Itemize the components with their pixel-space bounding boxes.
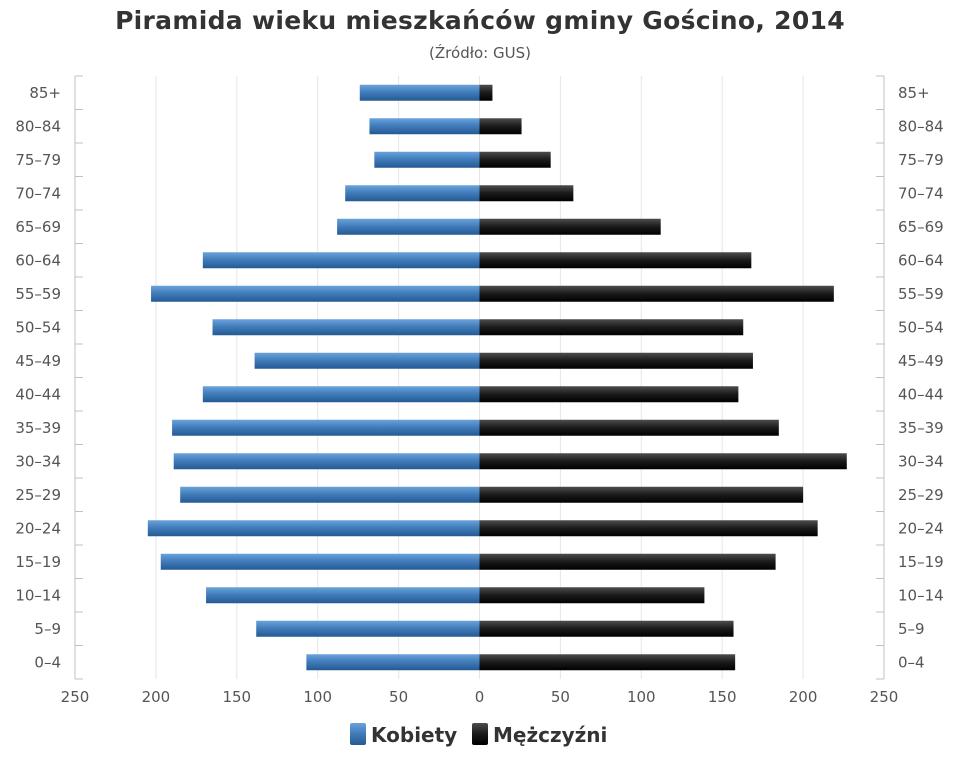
bar-kobiety <box>369 118 480 135</box>
legend-label-kobiety[interactable]: Kobiety <box>371 723 457 747</box>
category-label-left: 10–14 <box>15 586 61 604</box>
category-label-right: 40–44 <box>898 385 944 403</box>
category-label-right: 45–49 <box>898 352 944 370</box>
bar-kobiety <box>337 218 480 235</box>
bar-mezczyzni <box>479 218 661 235</box>
category-label-left: 60–64 <box>15 251 61 269</box>
bar-kobiety <box>256 620 480 637</box>
x-tick-label: 50 <box>389 688 408 706</box>
category-label-right: 25–29 <box>898 486 944 504</box>
bar-kobiety <box>374 151 480 168</box>
bar-mezczyzni <box>479 285 834 302</box>
category-label-left: 0–4 <box>34 653 61 671</box>
category-label-right: 60–64 <box>898 251 944 269</box>
category-label-left: 25–29 <box>15 486 61 504</box>
bar-kobiety <box>147 520 480 537</box>
bar-mezczyzni <box>479 185 574 202</box>
legend-label-mezczyzni[interactable]: Mężczyźni <box>493 723 607 747</box>
category-label-left: 50–54 <box>15 318 61 336</box>
bar-kobiety <box>359 84 480 101</box>
bar-mezczyzni <box>479 352 753 369</box>
bar-kobiety <box>254 352 480 369</box>
bar-kobiety <box>202 386 480 403</box>
category-label-right: 15–19 <box>898 553 944 571</box>
category-label-left: 40–44 <box>15 385 61 403</box>
legend-swatch-kobiety[interactable] <box>350 723 366 745</box>
bar-kobiety <box>151 285 480 302</box>
bar-kobiety <box>160 553 480 570</box>
bar-mezczyzni <box>479 84 493 101</box>
bar-kobiety <box>173 453 480 470</box>
category-label-left: 35–39 <box>15 419 61 437</box>
bar-mezczyzni <box>479 620 734 637</box>
category-label-right: 20–24 <box>898 519 944 537</box>
x-tick-label: 200 <box>789 688 818 706</box>
category-label-left: 55–59 <box>15 285 61 303</box>
category-label-right: 75–79 <box>898 151 944 169</box>
bar-kobiety <box>202 252 480 269</box>
category-label-left: 20–24 <box>15 519 61 537</box>
bar-mezczyzni <box>479 419 779 436</box>
category-label-left: 85+ <box>29 84 61 102</box>
x-tick-label: 250 <box>61 688 90 706</box>
x-tick-label: 100 <box>303 688 332 706</box>
x-tick-label: 100 <box>627 688 656 706</box>
category-label-right: 80–84 <box>898 117 944 135</box>
bar-mezczyzni <box>479 453 847 470</box>
category-label-left: 15–19 <box>15 553 61 571</box>
category-label-right: 30–34 <box>898 452 944 470</box>
category-label-left: 70–74 <box>15 184 61 202</box>
chart-title: Piramida wieku mieszkańców gminy Gościno… <box>115 6 845 35</box>
x-tick-label: 200 <box>142 688 171 706</box>
bar-kobiety <box>306 654 480 671</box>
bar-mezczyzni <box>479 252 752 269</box>
chart-subtitle: (Źródło: GUS) <box>429 44 531 62</box>
category-label-right: 5–9 <box>898 620 925 638</box>
x-tick-label: 50 <box>551 688 570 706</box>
bar-kobiety <box>345 185 480 202</box>
category-label-right: 35–39 <box>898 419 944 437</box>
category-label-left: 30–34 <box>15 452 61 470</box>
bar-kobiety <box>206 587 480 604</box>
bar-mezczyzni <box>479 118 522 135</box>
category-label-left: 5–9 <box>34 620 61 638</box>
bar-mezczyzni <box>479 587 705 604</box>
bar-mezczyzni <box>479 553 776 570</box>
bar-kobiety <box>172 419 480 436</box>
category-label-right: 55–59 <box>898 285 944 303</box>
bar-mezczyzni <box>479 319 744 336</box>
category-label-right: 65–69 <box>898 218 944 236</box>
bar-mezczyzni <box>479 520 818 537</box>
bar-kobiety <box>212 319 480 336</box>
x-tick-label: 150 <box>222 688 251 706</box>
bar-mezczyzni <box>479 151 551 168</box>
category-label-left: 80–84 <box>15 117 61 135</box>
category-label-right: 10–14 <box>898 586 944 604</box>
x-tick-label: 150 <box>708 688 737 706</box>
legend-swatch-mezczyzni[interactable] <box>472 723 488 745</box>
category-label-right: 50–54 <box>898 318 944 336</box>
bar-kobiety <box>180 486 480 503</box>
x-tick-label: 0 <box>475 688 485 706</box>
bar-mezczyzni <box>479 386 739 403</box>
category-label-left: 45–49 <box>15 352 61 370</box>
category-label-right: 70–74 <box>898 184 944 202</box>
category-label-left: 75–79 <box>15 151 61 169</box>
category-label-right: 0–4 <box>898 653 925 671</box>
x-tick-label: 250 <box>870 688 899 706</box>
bar-mezczyzni <box>479 486 804 503</box>
bar-mezczyzni <box>479 654 736 671</box>
category-label-right: 85+ <box>898 84 930 102</box>
category-label-left: 65–69 <box>15 218 61 236</box>
